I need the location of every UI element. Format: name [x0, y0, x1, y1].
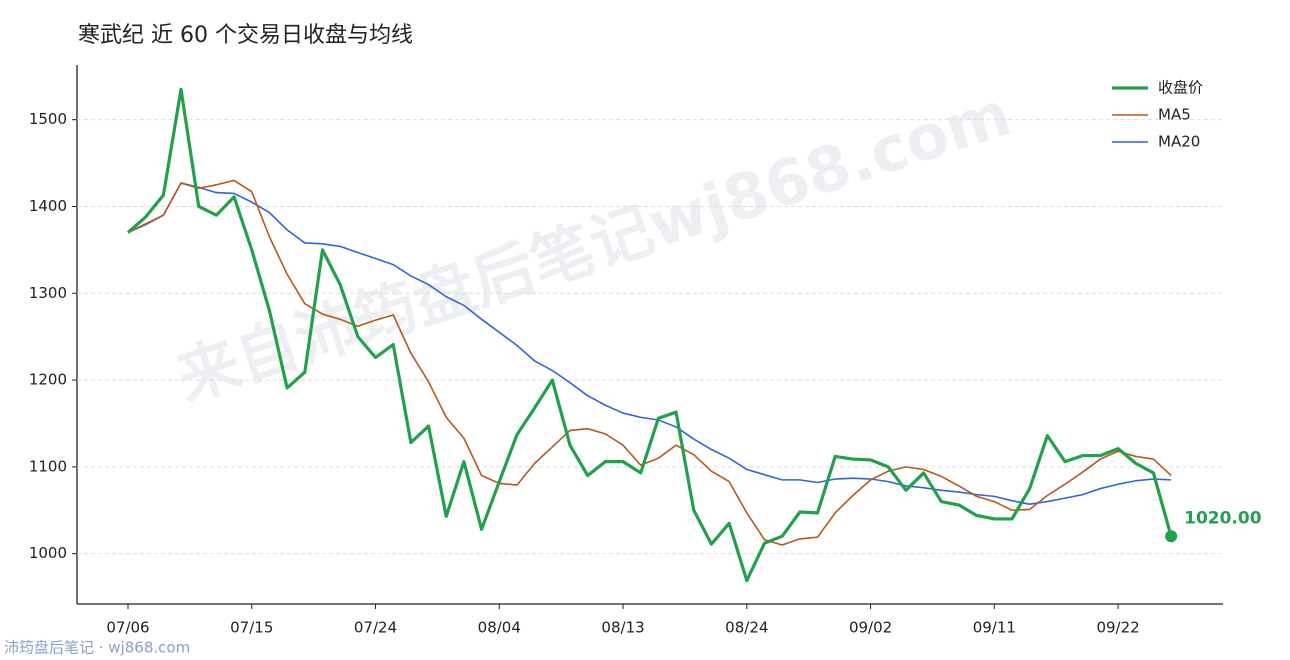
legend-label: 收盘价 — [1158, 79, 1203, 97]
x-tick-label: 07/15 — [230, 619, 273, 637]
x-tick-label: 08/24 — [725, 619, 768, 637]
x-tick-label: 08/13 — [601, 619, 644, 637]
x-tick-label: 09/22 — [1096, 619, 1139, 637]
line-series — [127, 179, 1172, 546]
footer: 沛筠盘后笔记 · wj868.com — [4, 639, 190, 657]
y-tick-label: 1000 — [29, 544, 67, 562]
watermark: 来自沛筠盘后笔记wj868.com — [168, 76, 1019, 415]
y-tick-label: 1400 — [29, 197, 67, 215]
line-series — [127, 182, 1172, 505]
y-tick-label: 1100 — [29, 457, 67, 475]
y-tick-label: 1500 — [29, 110, 67, 128]
end-point — [1165, 530, 1178, 543]
x-tick-label: 09/11 — [973, 619, 1016, 637]
x-tick-label: 07/24 — [354, 619, 397, 637]
x-tick-label: 07/06 — [106, 619, 149, 637]
legend-label: MA20 — [1158, 133, 1200, 151]
value-label: 1020.00 — [1184, 508, 1262, 528]
y-tick-label: 1300 — [29, 284, 67, 302]
y-tick-label: 1200 — [29, 371, 67, 389]
x-tick-label: 09/02 — [849, 619, 892, 637]
x-tick-label: 08/04 — [478, 619, 521, 637]
line-series — [126, 87, 1173, 583]
legend-label: MA5 — [1158, 106, 1191, 124]
chart-title: 寒武纪 近 60 个交易日收盘与均线 — [78, 23, 413, 48]
